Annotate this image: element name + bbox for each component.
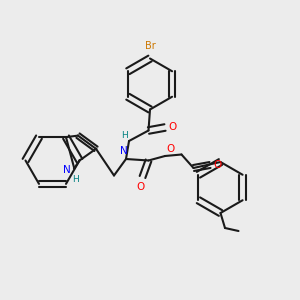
Text: O: O <box>136 182 144 191</box>
Text: O: O <box>214 160 222 170</box>
Text: N: N <box>120 146 128 155</box>
Text: O: O <box>169 122 177 133</box>
Text: N: N <box>64 165 71 175</box>
Text: H: H <box>121 130 128 140</box>
Text: Br: Br <box>145 41 155 51</box>
Text: H: H <box>72 175 79 184</box>
Text: O: O <box>166 144 174 154</box>
